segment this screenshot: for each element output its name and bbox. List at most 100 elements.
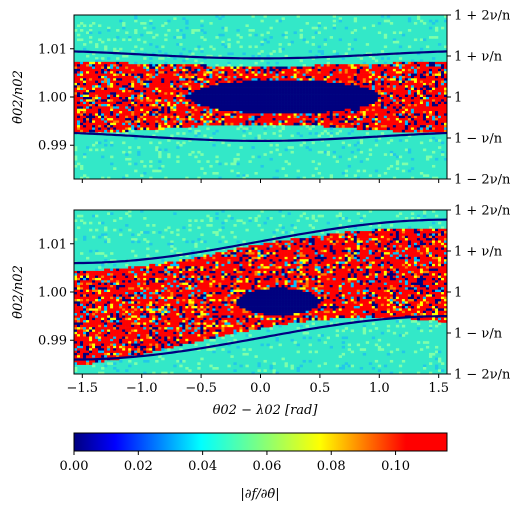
bottom-heat-cell <box>410 238 415 241</box>
bottom-heat-cell <box>413 238 418 241</box>
top-heat-cell <box>203 38 207 42</box>
bottom-heat-cell <box>368 249 373 253</box>
top-heat-cell <box>224 87 228 91</box>
top-heat-cell <box>266 97 270 100</box>
top-heat-cell <box>131 75 135 79</box>
top-heat-cell <box>101 118 105 121</box>
top-heat-cell <box>116 120 120 124</box>
bottom-heat-cell <box>221 226 225 230</box>
bottom-heat-cell <box>269 242 273 246</box>
top-heat-cell <box>74 115 78 119</box>
top-heat-cell <box>311 101 315 105</box>
top-heat-cell <box>119 71 123 74</box>
top-heat-cell <box>104 61 108 65</box>
top-heat-cell <box>119 94 123 98</box>
top-heat-cell <box>110 92 114 95</box>
top-heat-cell <box>230 94 234 98</box>
top-heat-cell <box>326 87 330 91</box>
top-heat-cell <box>422 92 427 95</box>
bottom-heat-cell <box>392 240 397 244</box>
top-heat-cell <box>281 85 285 88</box>
top-heat-cell <box>326 150 330 154</box>
top-heat-cell <box>224 75 228 79</box>
top-heat-cell <box>350 64 355 67</box>
top-heat-cell <box>113 108 117 112</box>
top-heat-cell <box>188 97 192 100</box>
top-heat-cell <box>416 115 421 119</box>
top-heat-cell <box>290 146 294 149</box>
top-heat-cell <box>437 113 442 117</box>
bottom-heat-cell <box>164 228 168 232</box>
top-heat-cell <box>206 71 210 74</box>
top-heat-cell <box>92 101 96 105</box>
top-heat-cell <box>95 61 99 65</box>
bottom-heat-cell <box>131 240 135 244</box>
top-heat-cell <box>98 141 102 145</box>
top-heat-cell <box>119 120 123 124</box>
top-heat-cell <box>188 66 192 70</box>
top-heat-cell <box>272 78 276 81</box>
top-heat-cell <box>353 71 358 74</box>
top-heat-cell <box>425 101 430 105</box>
top-heat-cell <box>368 122 373 126</box>
top-heat-cell <box>413 99 418 102</box>
top-heat-cell <box>146 99 150 102</box>
top-heat-cell <box>353 92 358 95</box>
bottom-heat-cell <box>434 231 439 234</box>
bottom-heat-cell <box>260 254 264 258</box>
top-heat-cell <box>299 78 303 81</box>
top-heat-cell <box>419 171 424 175</box>
top-heat-cell <box>215 73 219 77</box>
bottom-heat-cell <box>173 247 177 251</box>
bottom-heat-cell <box>215 217 219 220</box>
top-heat-cell <box>155 89 159 93</box>
bottom-heat-cell <box>347 238 352 241</box>
top-heat-cell <box>152 82 156 86</box>
top-heat-cell <box>173 78 177 81</box>
bottom-heat-cell <box>368 238 373 241</box>
top-heat-cell <box>392 38 397 42</box>
top-heat-cell <box>341 122 346 126</box>
top-heat-cell <box>323 78 327 81</box>
top-heat-cell <box>275 108 279 112</box>
top-heat-cell <box>383 99 388 102</box>
top-heat-cell <box>125 127 129 131</box>
top-heat-cell <box>200 50 204 53</box>
bottom-heat-cell <box>287 252 291 255</box>
top-heat-cell <box>122 92 126 95</box>
bottom-heat-cell <box>368 235 373 239</box>
top-heat-cell <box>218 122 222 126</box>
bottom-heat-cell <box>305 245 309 248</box>
bottom-heat-cell <box>395 245 400 248</box>
bottom-heat-cell <box>293 226 297 230</box>
top-heat-cell <box>233 80 237 84</box>
top-heat-cell <box>182 97 186 100</box>
top-heat-cell <box>272 71 276 74</box>
top-heat-cell <box>266 40 270 44</box>
top-heat-cell <box>251 15 255 18</box>
top-heat-cell <box>263 87 267 91</box>
top-heat-cell <box>254 87 258 91</box>
top-heat-cell <box>323 122 327 126</box>
top-heat-cell <box>332 50 336 53</box>
top-heat-cell <box>281 71 285 74</box>
top-heat-cell <box>221 99 225 102</box>
top-heat-cell <box>365 75 370 79</box>
top-heat-cell <box>206 106 210 110</box>
top-heat-cell <box>380 97 385 100</box>
top-heat-cell <box>260 118 264 121</box>
top-heat-cell <box>101 99 105 102</box>
top-heat-cell <box>224 104 228 107</box>
top-heat-cell <box>362 108 367 112</box>
top-heat-cell <box>134 82 138 86</box>
top-heat-cell <box>125 113 129 117</box>
top-heat-cell <box>440 122 445 126</box>
top-heat-cell <box>350 71 355 74</box>
top-heat-cell <box>383 64 388 67</box>
top-heat-cell <box>344 52 349 56</box>
bottom-heat-cell <box>281 231 285 234</box>
top-heat-cell <box>341 75 346 79</box>
top-heat-cell <box>203 111 207 114</box>
top-heat-cell <box>164 101 168 105</box>
top-heat-cell <box>89 122 93 126</box>
